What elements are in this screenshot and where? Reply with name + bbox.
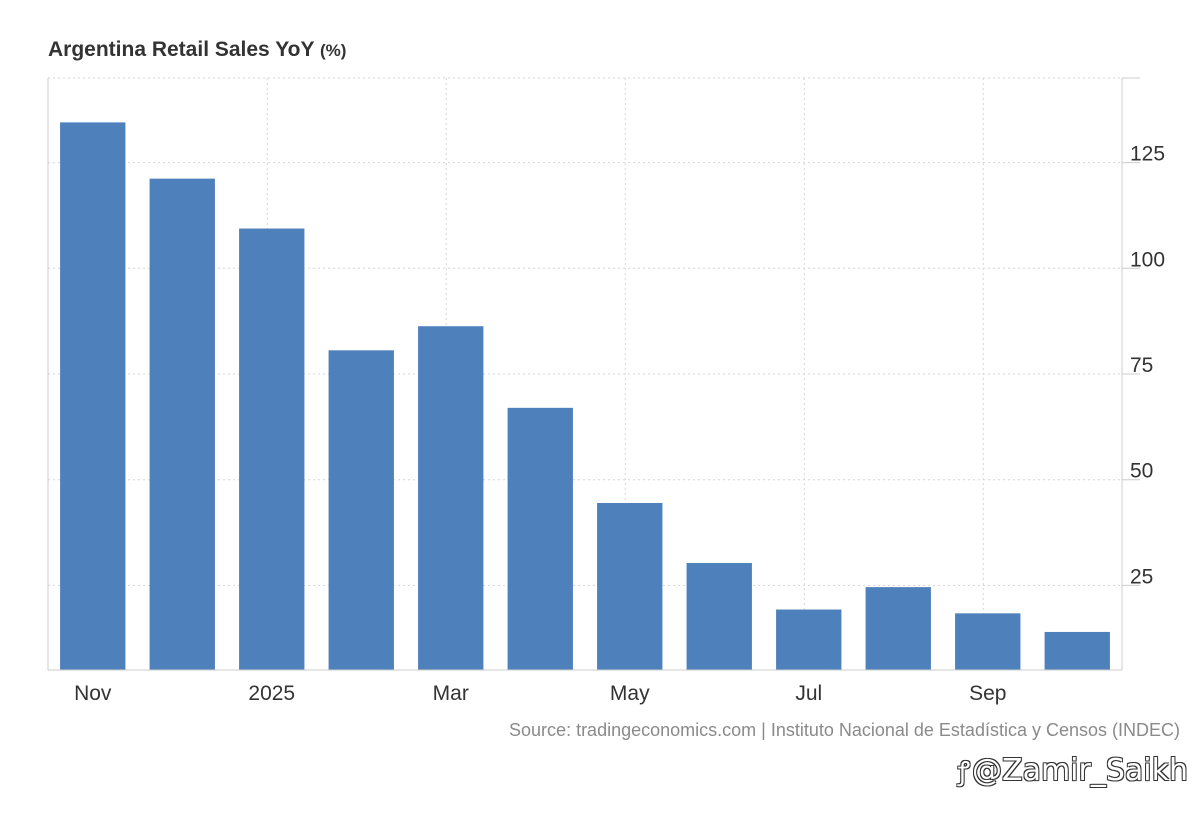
x-axis-labels: Nov 2025 Mar May Jul Sep — [74, 682, 1006, 705]
x-tick-label: Mar — [433, 682, 469, 705]
bar-jan-2025[interactable] — [239, 228, 305, 670]
bar-feb-2025[interactable] — [328, 350, 394, 670]
x-tick-label: Jul — [795, 682, 822, 705]
bar-mar-2025[interactable] — [418, 326, 484, 670]
source-note: Source: tradingeconomics.com | Instituto… — [509, 720, 1180, 740]
bars — [60, 122, 1110, 670]
watermark: ꝭ@Zamir_Saikh — [958, 752, 1188, 788]
bar-aug-2025[interactable] — [865, 587, 931, 670]
bar-sep-2025[interactable] — [955, 613, 1021, 670]
bar-chart: Nov 2025 Mar May Jul Sep 25 50 75 100 125 — [47, 77, 1165, 705]
y-tick-label: 25 — [1130, 565, 1153, 588]
x-tick-label: Nov — [74, 682, 112, 705]
y-axis-labels: 25 50 75 100 125 — [1130, 143, 1165, 589]
y-tick-label: 100 — [1130, 248, 1165, 271]
bar-jun-2025[interactable] — [686, 563, 752, 670]
bar-nov-2024[interactable] — [60, 122, 126, 670]
grid-lines — [47, 77, 1122, 670]
chart-title-text: Argentina Retail Sales YoY — [48, 38, 315, 61]
x-tick-label: 2025 — [248, 682, 295, 705]
watermark-text: @Zamir_Saikh — [972, 753, 1188, 788]
x-tick-label: May — [610, 682, 650, 705]
bar-oct-2025[interactable] — [1044, 631, 1110, 670]
bar-jul-2025[interactable] — [776, 609, 842, 670]
y-tick-label: 125 — [1130, 143, 1165, 166]
bar-apr-2025[interactable] — [507, 407, 573, 670]
y-tick-label: 75 — [1130, 354, 1153, 377]
zhihu-icon: ꝭ — [957, 757, 971, 787]
y-tick-label: 50 — [1130, 460, 1153, 483]
chart-title-unit: (%) — [319, 41, 347, 60]
axes — [47, 77, 1140, 671]
bar-may-2025[interactable] — [597, 502, 663, 670]
x-tick-label: Sep — [969, 682, 1006, 705]
chart-title: Argentina Retail Sales YoY (%) — [48, 38, 346, 62]
bar-dec-2024[interactable] — [149, 178, 215, 670]
